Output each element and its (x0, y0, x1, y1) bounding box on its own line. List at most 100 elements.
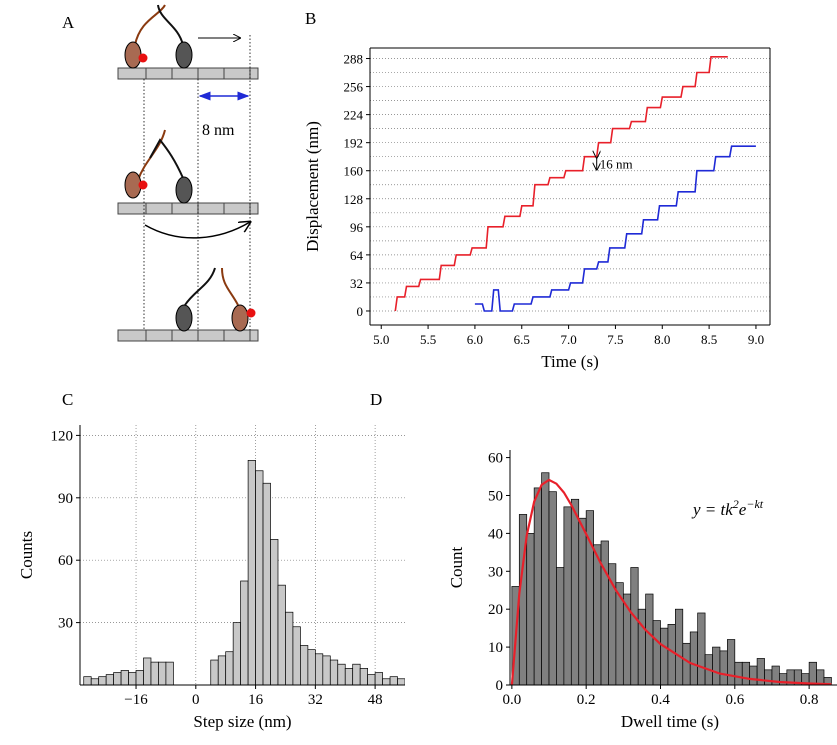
y-tick-label: 50 (488, 488, 503, 504)
bar (344, 668, 354, 685)
bar (682, 642, 691, 685)
y-tick-label: 30 (488, 564, 503, 580)
x-tick-label: 7.0 (560, 332, 576, 347)
bar (556, 567, 565, 685)
x-tick-label: 0.0 (502, 692, 521, 708)
y-tick-label: 64 (350, 248, 364, 263)
bar (727, 639, 736, 685)
bar (158, 661, 167, 685)
annotation-part: 2 (733, 497, 739, 511)
y-tick-label: 256 (344, 80, 364, 95)
data-line (394, 56, 728, 312)
y-tick-label: 160 (344, 164, 364, 179)
motor-diagram: 8 nm (117, 4, 259, 342)
x-tick-label: 32 (308, 692, 323, 708)
y-tick-label: 0 (496, 678, 504, 694)
x-tick-label: 6.5 (514, 332, 530, 347)
bar (270, 539, 279, 685)
x-tick-label: 0.6 (725, 692, 744, 708)
bar (314, 653, 324, 685)
bar (247, 460, 256, 685)
bar (322, 655, 331, 685)
bar (734, 661, 743, 685)
bar (749, 665, 758, 685)
bar (352, 663, 361, 685)
fit-curve (510, 478, 832, 686)
bar (135, 670, 144, 685)
bar (526, 533, 535, 685)
y-tick-label: 60 (58, 553, 73, 569)
bar (548, 491, 557, 685)
x-tick-label: 6.0 (467, 332, 483, 347)
bar (329, 659, 339, 685)
y-tick-label: 192 (344, 136, 364, 151)
bar (652, 620, 661, 685)
y-tick-label: 20 (488, 602, 503, 618)
panel-label: A (62, 13, 75, 32)
x-tick-label: 5.5 (420, 332, 436, 347)
x-tick-label: 48 (368, 692, 383, 708)
bar (689, 631, 699, 685)
bar (217, 655, 227, 685)
x-axis-label: Step size (nm) (193, 712, 291, 731)
bar (300, 645, 309, 685)
bar (533, 487, 542, 685)
bar (83, 676, 92, 685)
bar (277, 584, 286, 685)
bar (128, 672, 137, 685)
x-tick-label: 0 (192, 692, 200, 708)
bar (593, 544, 602, 685)
bar (307, 649, 316, 685)
bar (712, 646, 721, 685)
x-axis-label: Time (s) (541, 352, 598, 371)
y-tick-label: 60 (488, 451, 503, 467)
bar (823, 677, 832, 685)
data-line (474, 145, 756, 312)
y-tick-label: 32 (350, 276, 363, 291)
bar (105, 674, 114, 685)
bar (262, 482, 271, 685)
bar (225, 651, 234, 685)
annotation: 16 nm (600, 157, 633, 172)
bar (764, 669, 773, 685)
bar (255, 470, 264, 685)
bar (374, 672, 383, 685)
bar (113, 672, 122, 685)
y-tick-label: 96 (350, 220, 364, 235)
bar (667, 624, 676, 685)
x-axis-label: Dwell time (s) (621, 712, 719, 731)
y-tick-label: 30 (58, 616, 73, 632)
x-tick-label: 16 (248, 692, 264, 708)
x-tick-label: 9.0 (748, 332, 764, 347)
annotation-part: −kt (746, 497, 763, 511)
bar (240, 580, 249, 685)
bar (285, 611, 294, 685)
annotation-part: y = tk (691, 500, 733, 519)
bar (210, 659, 219, 685)
x-tick-label: 8.0 (654, 332, 670, 347)
panel-label: C (62, 390, 73, 409)
bar (98, 676, 107, 685)
distance-label: 8 nm (202, 122, 235, 139)
panel-label: D (370, 390, 382, 409)
panel-label: B (305, 9, 316, 28)
bar (675, 608, 684, 685)
bar (232, 622, 241, 685)
bar (165, 661, 174, 685)
bar (697, 612, 706, 685)
y-tick-label: 288 (344, 52, 364, 67)
y-axis-label: Count (447, 546, 466, 588)
bar (741, 661, 751, 685)
x-tick-label: 7.5 (607, 332, 623, 347)
x-tick-label: −16 (124, 692, 148, 708)
bar (382, 678, 391, 685)
bar (541, 472, 550, 685)
x-tick-label: 8.5 (701, 332, 717, 347)
bar (337, 663, 346, 685)
bar (359, 668, 368, 685)
bar (570, 498, 580, 685)
y-tick-label: 0 (357, 304, 364, 319)
bar (630, 567, 639, 685)
y-tick-label: 128 (344, 192, 364, 207)
